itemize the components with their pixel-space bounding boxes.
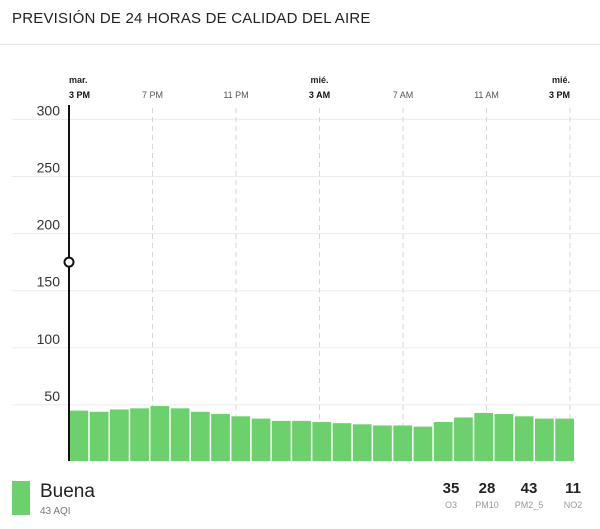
bar bbox=[413, 426, 433, 461]
bar bbox=[474, 412, 494, 461]
bar bbox=[332, 423, 352, 461]
bar bbox=[109, 409, 129, 461]
bar bbox=[433, 422, 453, 461]
bar bbox=[312, 422, 332, 461]
bar bbox=[69, 410, 89, 461]
x-tick-label: 7 PM bbox=[142, 90, 163, 100]
bar bbox=[130, 408, 149, 461]
header: PREVISIÓN DE 24 HORAS DE CALIDAD DEL AIR… bbox=[0, 0, 600, 45]
bar bbox=[170, 408, 190, 461]
x-tick-day-label: mié. bbox=[310, 75, 328, 85]
current-aqi-summary: Buena 43 AQI 35 O3 28 PM10 43 PM2_5 11 N… bbox=[0, 462, 600, 529]
bar bbox=[292, 420, 311, 461]
aqi-category-swatch bbox=[12, 481, 30, 515]
pollutant-pm10: 28 PM10 bbox=[462, 480, 512, 510]
pollutant-value: 35 bbox=[442, 480, 460, 497]
pollutant-o3: 35 O3 bbox=[426, 480, 476, 510]
bar bbox=[190, 411, 210, 461]
x-tick-label: 3 AM bbox=[309, 90, 330, 100]
pollutant-name: PM2_5 bbox=[514, 500, 544, 510]
pollutant-value: 43 bbox=[520, 480, 538, 497]
pollutant-no2: 11 NO2 bbox=[548, 480, 598, 510]
pollutant-pm2-5: 43 PM2_5 bbox=[504, 480, 554, 510]
bar bbox=[494, 414, 514, 461]
x-tick-label: 7 AM bbox=[393, 90, 414, 100]
bar bbox=[271, 420, 291, 461]
pollutant-value: 28 bbox=[478, 480, 496, 497]
y-tick-label: 200 bbox=[37, 217, 61, 233]
bar bbox=[150, 406, 170, 461]
x-tick-label: 3 PM bbox=[549, 90, 570, 100]
aqi-value-label: 43 AQI bbox=[40, 506, 71, 517]
bar bbox=[393, 425, 413, 461]
y-tick-label: 300 bbox=[37, 102, 61, 118]
bar bbox=[555, 418, 574, 461]
y-tick-label: 100 bbox=[37, 331, 61, 347]
bar bbox=[535, 418, 554, 461]
y-tick-label: 250 bbox=[37, 160, 61, 176]
y-tick-label: 50 bbox=[44, 388, 60, 404]
x-tick-label: 11 PM bbox=[223, 90, 248, 100]
bar bbox=[251, 418, 271, 461]
aqi-category-label: Buena bbox=[40, 481, 95, 502]
page-title: PREVISIÓN DE 24 HORAS DE CALIDAD DEL AIR… bbox=[12, 10, 371, 27]
y-tick-label: 150 bbox=[37, 274, 61, 290]
bar bbox=[373, 425, 392, 461]
bar bbox=[514, 416, 534, 461]
bar bbox=[454, 417, 473, 461]
x-tick-day-label: mar. bbox=[69, 75, 88, 85]
aqi-forecast-chart: 50 100 150 200 250 300 mar. 3 PM 7 PM 11 PM mié. 3 … bbox=[12, 75, 600, 461]
bar bbox=[231, 416, 251, 461]
pollutant-name: PM10 bbox=[475, 500, 499, 510]
x-tick-label: 11 AM bbox=[474, 90, 499, 100]
bar bbox=[211, 414, 230, 461]
current-time-marker bbox=[63, 256, 75, 268]
bar bbox=[89, 411, 109, 461]
pollutant-name: NO2 bbox=[563, 500, 583, 510]
pollutant-value: 11 bbox=[565, 480, 581, 497]
pollutant-name: O3 bbox=[444, 500, 457, 510]
bar bbox=[352, 424, 372, 461]
x-tick-day-label: mié. bbox=[552, 75, 570, 85]
x-tick-label: 3 PM bbox=[69, 90, 90, 100]
